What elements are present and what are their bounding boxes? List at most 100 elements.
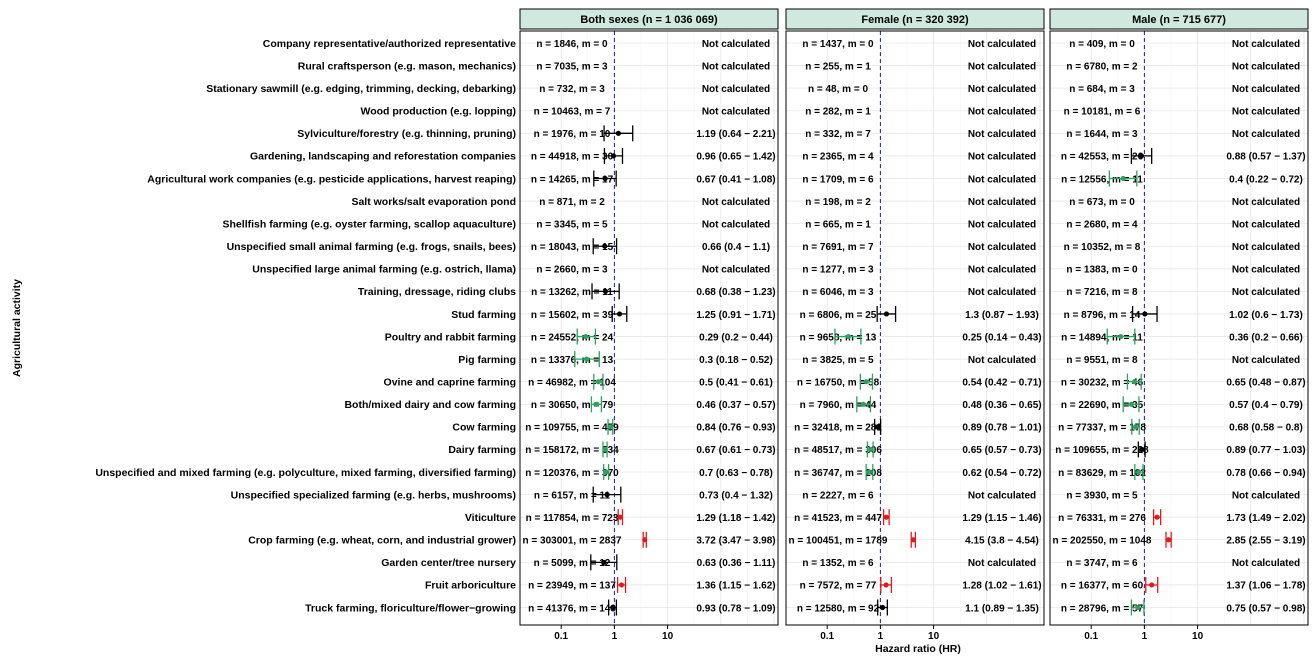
n-label: n = 1352, m = 6 <box>802 558 874 569</box>
x-tick-label: 10 <box>1192 631 1204 642</box>
hr-label: 1.29 (1.18 − 1.42) <box>696 513 775 524</box>
x-tick-label: 1 <box>612 631 618 642</box>
n-label: n = 48, m = 0 <box>808 84 868 95</box>
not-calculated-label: Not calculated <box>1232 558 1300 569</box>
n-label: n = 673, m = 0 <box>1069 197 1135 208</box>
n-label: n = 9551, m = 8 <box>1066 355 1138 366</box>
n-label: n = 24552, m = 24 <box>531 332 614 343</box>
hr-point <box>1135 604 1141 611</box>
not-calculated-label: Not calculated <box>1232 219 1300 230</box>
not-calculated-label: Not calculated <box>702 84 770 95</box>
n-label: n = 7691, m = 7 <box>802 242 874 253</box>
hr-point <box>1132 424 1139 430</box>
hr-point <box>602 175 608 182</box>
hr-label: 0.84 (0.76 − 0.93) <box>696 423 775 434</box>
category-label: Ovine and caprine farming <box>384 377 516 389</box>
hr-label: 0.88 (0.57 − 1.37) <box>1226 152 1305 163</box>
n-label: n = 2227, m = 6 <box>802 490 874 501</box>
not-calculated-label: Not calculated <box>1232 39 1300 50</box>
n-label: n = 10181, m = 6 <box>1064 107 1141 118</box>
panel-border <box>519 30 779 626</box>
not-calculated-label: Not calculated <box>968 61 1036 72</box>
hr-point <box>1138 153 1145 159</box>
category-label: Truck farming, floriculture/flower−growi… <box>305 602 516 614</box>
n-label: n = 2680, m = 4 <box>1066 219 1138 230</box>
hr-point <box>1142 311 1148 317</box>
hr-label: 1.25 (0.91 − 1.71) <box>696 310 775 321</box>
not-calculated-label: Not calculated <box>1232 129 1300 140</box>
hr-label: 1.73 (1.49 − 2.02) <box>1226 513 1305 524</box>
x-tick-label: 10 <box>662 631 674 642</box>
category-label: Agricultural work companies (e.g. pestic… <box>147 173 516 185</box>
hr-label: 1.36 (1.15 − 1.62) <box>696 581 775 592</box>
n-label: n = 41376, m = 149 <box>528 603 616 614</box>
category-label: Unspecified large animal farming (e.g. o… <box>252 264 516 276</box>
not-calculated-label: Not calculated <box>702 265 770 276</box>
hr-label: 0.93 (0.78 − 1.09) <box>696 603 775 614</box>
hr-point <box>883 311 890 317</box>
category-label: Cow farming <box>452 422 516 434</box>
hr-label: 0.46 (0.37 − 0.57) <box>696 400 775 411</box>
category-label: Dairy farming <box>448 444 516 456</box>
n-label: n = 28796, m = 57 <box>1061 603 1144 614</box>
n-label: n = 2660, m = 3 <box>536 265 608 276</box>
category-label: Rural craftsperson (e.g. mason, mechanic… <box>298 60 516 72</box>
category-label: Crop farming (e.g. wheat, corn, and indu… <box>248 535 516 547</box>
n-label: n = 41523, m = 447 <box>794 513 882 524</box>
n-label: n = 1709, m = 6 <box>802 174 874 185</box>
n-label: n = 15602, m = 39 <box>531 310 614 321</box>
n-label: n = 8796, m = 14 <box>1064 310 1141 321</box>
n-label: n = 871, m = 2 <box>539 197 605 208</box>
category-label: Shellfish farming (e.g. oyster farming, … <box>223 218 516 230</box>
n-label: n = 3930, m = 5 <box>1066 490 1138 501</box>
n-label: n = 120376, m = 370 <box>525 468 619 479</box>
n-label: n = 198, m = 2 <box>805 197 871 208</box>
n-label: n = 303001, m = 2837 <box>523 536 622 547</box>
n-label: n = 7960, m = 44 <box>800 400 877 411</box>
hr-label: 0.89 (0.78 − 1.01) <box>962 423 1041 434</box>
n-label: n = 46982, m = 104 <box>528 378 616 389</box>
n-label: n = 7035, m = 3 <box>536 61 608 72</box>
n-label: n = 42553, m = 26 <box>1061 152 1144 163</box>
hr-label: 0.7 (0.63 − 0.78) <box>699 468 773 479</box>
not-calculated-label: Not calculated <box>968 355 1036 366</box>
n-label: n = 409, m = 0 <box>1069 39 1135 50</box>
hr-point <box>845 333 851 340</box>
hr-label: 0.48 (0.36 − 0.65) <box>962 400 1041 411</box>
n-label: n = 1644, m = 3 <box>1066 129 1138 140</box>
hr-point <box>617 514 623 520</box>
n-label: n = 7572, m = 77 <box>800 581 877 592</box>
n-label: n = 6046, m = 3 <box>802 287 874 298</box>
hr-point <box>910 537 916 543</box>
not-calculated-label: Not calculated <box>1232 490 1300 501</box>
panel-title: Male (n = 715 677) <box>1132 14 1226 26</box>
n-label: n = 18043, m = 15 <box>531 242 614 253</box>
not-calculated-label: Not calculated <box>1232 197 1300 208</box>
n-label: n = 3825, m = 5 <box>802 355 874 366</box>
hr-label: 1.28 (1.02 − 1.61) <box>962 581 1041 592</box>
hr-point <box>593 401 600 407</box>
not-calculated-label: Not calculated <box>1232 84 1300 95</box>
hr-label: 0.78 (0.66 − 0.94) <box>1226 468 1305 479</box>
hr-label: 1.19 (0.64 − 2.21) <box>696 129 775 140</box>
not-calculated-label: Not calculated <box>702 219 770 230</box>
not-calculated-label: Not calculated <box>968 84 1036 95</box>
hr-point <box>1131 379 1138 385</box>
n-label: n = 32418, m = 281 <box>794 423 882 434</box>
hr-point <box>610 153 617 159</box>
n-label: n = 202550, m = 1048 <box>1053 536 1152 547</box>
hr-point <box>1149 582 1155 588</box>
n-label: n = 109755, m = 459 <box>525 423 619 434</box>
hr-label: 1.02 (0.6 − 1.73) <box>1229 310 1303 321</box>
y-axis-title: Agricultural activity <box>11 279 23 377</box>
category-label: Stationary sawmill (e.g. edging, trimmin… <box>206 83 516 95</box>
n-label: n = 9658, m = 13 <box>800 332 877 343</box>
panel-background <box>786 31 1044 625</box>
hr-point <box>616 311 623 317</box>
not-calculated-label: Not calculated <box>1232 61 1300 72</box>
not-calculated-label: Not calculated <box>968 174 1036 185</box>
not-calculated-label: Not calculated <box>968 107 1036 118</box>
x-tick-label: 0.1 <box>554 631 568 642</box>
n-label: n = 10463, m = 7 <box>534 107 611 118</box>
